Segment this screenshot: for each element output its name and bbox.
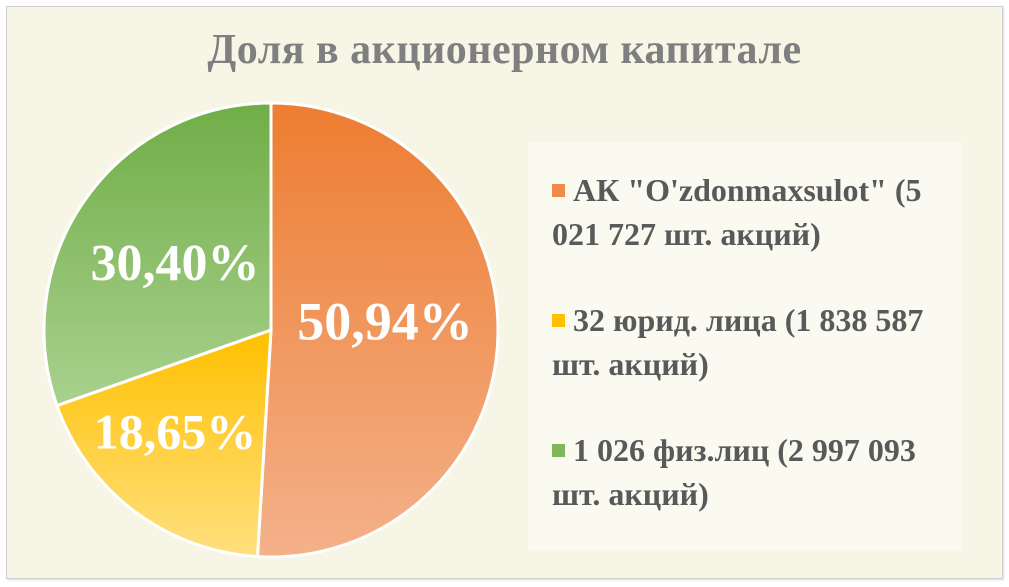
legend-item-0: АК "O'zdonmaxsulot" (5 021 727 шт. акций…: [552, 168, 952, 256]
legend: АК "O'zdonmaxsulot" (5 021 727 шт. акций…: [528, 142, 962, 550]
legend-swatch-1: [552, 314, 565, 327]
slice-value-label-1: 18,65%: [94, 403, 257, 459]
legend-swatch-2: [552, 444, 565, 457]
chart-title: Доля в акционерном капитале: [207, 27, 802, 73]
legend-label-1: 32 юрид. лица (1 838 587 шт. акций): [552, 302, 924, 382]
legend-item-2: 1 026 физ.лиц (2 997 093 шт. акций): [552, 428, 952, 516]
pie-slice-1: [55, 327, 273, 559]
legend-swatch-0: [552, 184, 565, 197]
legend-label-2: 1 026 физ.лиц (2 997 093 шт. акций): [552, 432, 916, 512]
legend-label-0: АК "O'zdonmaxsulot" (5 021 727 шт. акций…: [552, 172, 922, 252]
pie-slice-2: [42, 101, 273, 408]
slice-value-label-0: 50,94%: [297, 291, 473, 351]
pie-slice-0: [255, 101, 500, 559]
slice-value-label-2: 30,40%: [91, 235, 260, 292]
legend-item-1: 32 юрид. лица (1 838 587 шт. акций): [552, 298, 952, 386]
